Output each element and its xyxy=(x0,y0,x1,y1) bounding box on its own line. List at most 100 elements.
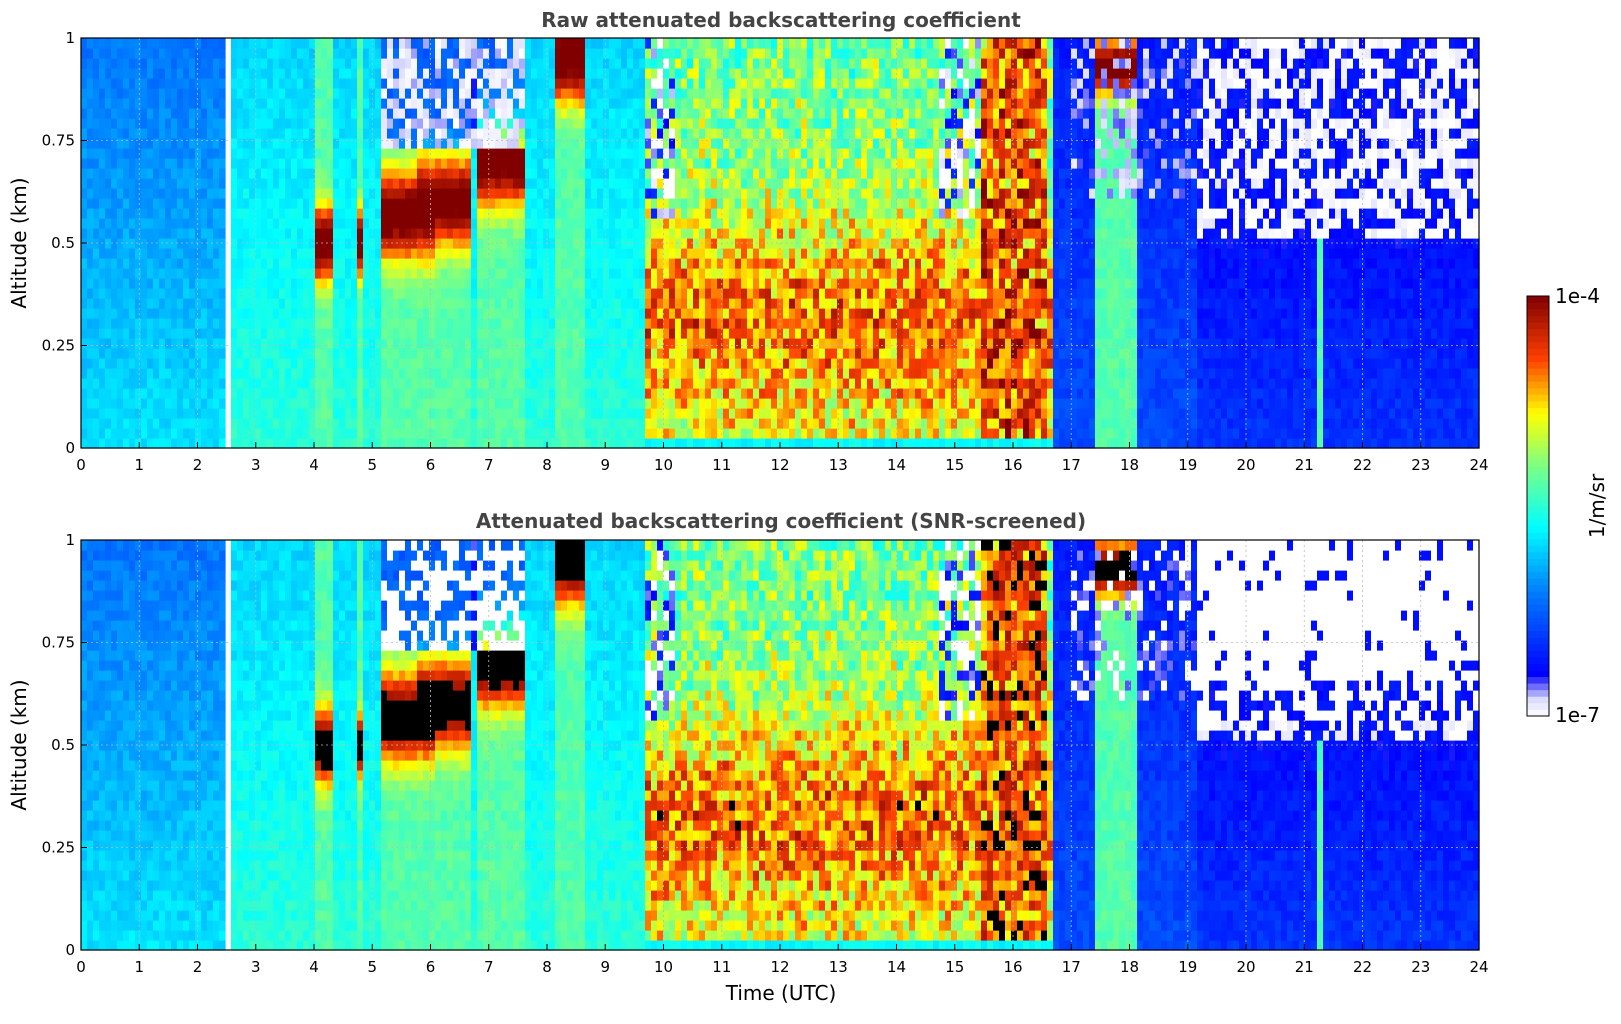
heatmap-cell xyxy=(105,238,112,249)
heatmap-cell xyxy=(351,148,358,159)
heatmap-cell xyxy=(603,248,610,259)
heatmap-cell xyxy=(189,438,196,449)
heatmap-cell xyxy=(363,408,370,419)
heatmap-cell xyxy=(495,88,502,99)
heatmap-cell xyxy=(789,138,796,149)
heatmap-cell xyxy=(387,318,394,329)
heatmap-cell xyxy=(579,48,586,59)
heatmap-cell xyxy=(591,338,598,349)
heatmap-cell xyxy=(525,358,532,369)
heatmap-cell xyxy=(249,188,256,199)
heatmap-cell xyxy=(165,168,172,179)
heatmap-cell xyxy=(795,98,802,109)
heatmap-cell xyxy=(807,378,814,389)
heatmap-cell xyxy=(381,88,388,99)
heatmap-cell xyxy=(129,308,136,319)
heatmap-cell xyxy=(93,438,100,449)
heatmap-cell xyxy=(195,358,202,369)
heatmap-cell xyxy=(573,388,580,399)
heatmap-cell xyxy=(603,378,610,389)
heatmap-cell xyxy=(189,428,196,439)
heatmap-cell xyxy=(675,248,682,259)
heatmap-cell xyxy=(381,158,388,169)
heatmap-cell xyxy=(537,108,544,119)
heatmap-cell xyxy=(165,238,172,249)
heatmap-cell xyxy=(237,298,244,309)
heatmap-cell xyxy=(159,408,166,419)
heatmap-cell xyxy=(255,148,262,159)
heatmap-cell xyxy=(411,188,418,199)
heatmap-cell xyxy=(303,328,310,339)
heatmap-cell xyxy=(597,88,604,99)
heatmap-cell xyxy=(429,98,436,109)
heatmap-cell xyxy=(267,218,274,229)
heatmap-cell xyxy=(429,148,436,159)
heatmap-cell xyxy=(489,228,496,239)
heatmap-cell xyxy=(579,188,586,199)
heatmap-cell xyxy=(393,98,400,109)
heatmap-cell xyxy=(795,58,802,69)
heatmap-cell xyxy=(279,178,286,189)
heatmap-cell xyxy=(363,308,370,319)
heatmap-cell xyxy=(585,428,592,439)
heatmap-cell xyxy=(279,188,286,199)
heatmap-cell xyxy=(147,328,154,339)
heatmap-cell xyxy=(639,418,646,429)
heatmap-cell xyxy=(585,88,592,99)
heatmap-cell xyxy=(747,178,754,189)
heatmap-cell xyxy=(795,68,802,79)
heatmap-cell xyxy=(111,148,118,159)
heatmap-cell xyxy=(789,208,796,219)
heatmap-cell xyxy=(93,88,100,99)
heatmap-cell xyxy=(615,108,622,119)
heatmap-cell xyxy=(651,148,658,159)
heatmap-cell xyxy=(111,48,118,59)
heatmap-cell xyxy=(675,438,682,449)
heatmap-cell xyxy=(171,268,178,279)
heatmap-cell xyxy=(495,288,502,299)
heatmap-cell xyxy=(621,148,628,159)
heatmap-cell xyxy=(213,278,220,289)
heatmap-cell xyxy=(105,78,112,89)
heatmap-cell xyxy=(627,288,634,299)
heatmap-cell xyxy=(111,418,118,429)
heatmap-cell xyxy=(351,428,358,439)
heatmap-cell xyxy=(531,238,538,249)
heatmap-cell xyxy=(375,278,382,289)
heatmap-cell xyxy=(81,378,88,389)
heatmap-cell xyxy=(399,68,406,79)
heatmap-cell xyxy=(603,288,610,299)
heatmap-cell xyxy=(315,208,322,219)
heatmap-cell xyxy=(207,88,214,99)
heatmap-cell xyxy=(477,408,484,419)
heatmap-cell xyxy=(219,268,226,279)
heatmap-cell xyxy=(543,168,550,179)
heatmap-cell xyxy=(483,38,490,49)
heatmap-cell xyxy=(291,348,298,359)
heatmap-cell xyxy=(615,378,622,389)
heatmap-cell xyxy=(141,408,148,419)
heatmap-cell xyxy=(405,258,412,269)
heatmap-cell xyxy=(231,98,238,109)
heatmap-cell xyxy=(105,378,112,389)
heatmap-cell xyxy=(753,128,760,139)
heatmap-cell xyxy=(93,138,100,149)
heatmap-cell xyxy=(321,48,328,59)
heatmap-cell xyxy=(567,298,574,309)
heatmap-cell xyxy=(201,248,208,259)
heatmap-cell xyxy=(153,128,160,139)
heatmap-cell xyxy=(495,368,502,379)
heatmap-cell xyxy=(201,298,208,309)
heatmap-cell xyxy=(357,438,364,449)
heatmap-cell xyxy=(189,358,196,369)
heatmap-cell xyxy=(87,98,94,109)
heatmap-cell xyxy=(447,298,454,309)
heatmap-cell xyxy=(165,48,172,59)
heatmap-cell xyxy=(87,378,94,389)
heatmap-cell xyxy=(177,298,184,309)
heatmap-cell xyxy=(87,168,94,179)
heatmap-cell xyxy=(249,38,256,49)
heatmap-cell xyxy=(801,198,808,209)
heatmap-cell xyxy=(711,78,718,89)
heatmap-cell xyxy=(261,418,268,429)
